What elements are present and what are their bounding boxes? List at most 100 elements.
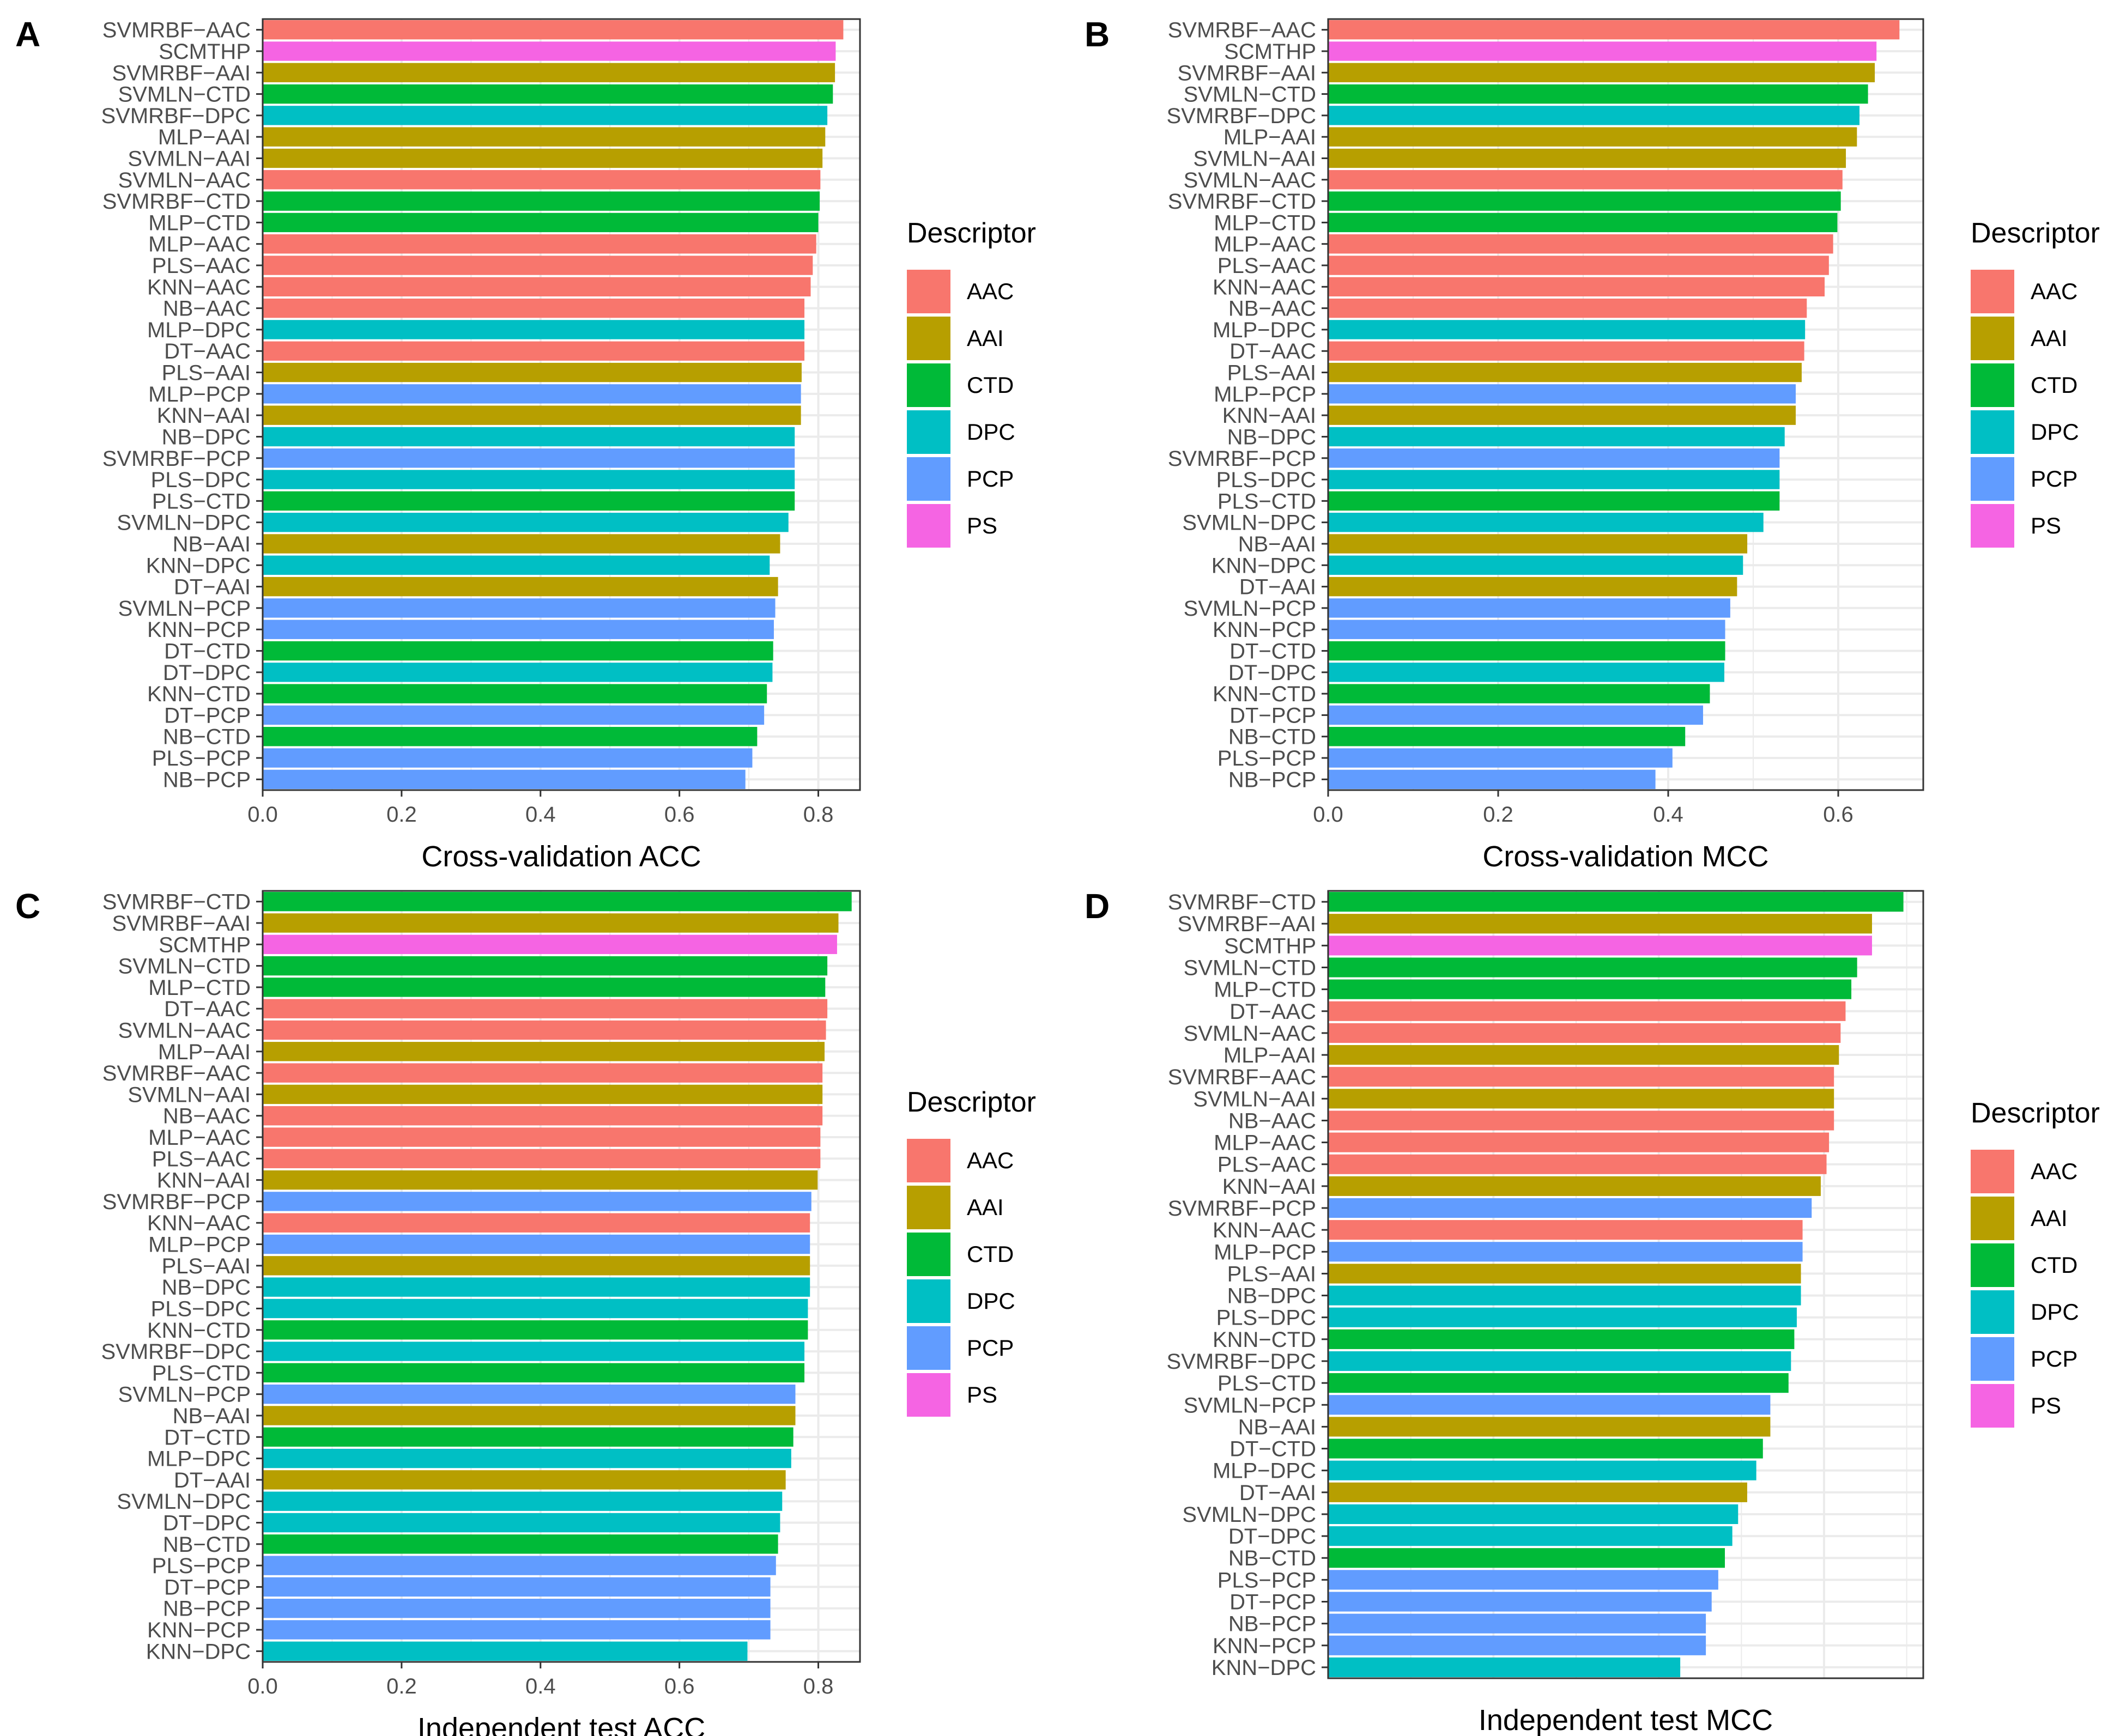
category-label: DT−CTD xyxy=(164,1425,251,1449)
category-label: NB−DPC xyxy=(162,1276,251,1300)
category-label: NB−DPC xyxy=(1227,1284,1316,1308)
category-label: SCMTHP xyxy=(159,933,251,957)
legend-label: PS xyxy=(2031,1393,2061,1418)
bar-nb-aac xyxy=(1328,298,1807,318)
category-label: NB−CTD xyxy=(163,725,251,749)
category-label: DT−CTD xyxy=(1229,640,1316,664)
category-label: SVMLN−DPC xyxy=(1182,1503,1316,1527)
bar-nb-aac xyxy=(1328,1110,1834,1131)
category-label: SVMLN−AAI xyxy=(1193,147,1316,171)
bar-pls-pcp xyxy=(1328,1570,1718,1590)
bar-pls-aai xyxy=(1328,1264,1801,1284)
bar-pls-ctd xyxy=(263,1363,805,1383)
legend-label: PCP xyxy=(967,1335,1014,1361)
bar-svmrbf-aac xyxy=(263,20,844,40)
category-label: KNN−PCP xyxy=(147,618,251,642)
legend: Descriptor AAC AAI CTD DPC PCP PS xyxy=(1971,217,2100,548)
bar-pls-aai xyxy=(263,362,802,383)
bar-mlp-aac xyxy=(1328,234,1833,254)
plot-background xyxy=(263,19,860,790)
category-label: NB−AAC xyxy=(163,297,251,321)
bar-svmln-pcp xyxy=(1328,598,1730,618)
category-label: SVMRBF−CTD xyxy=(102,890,251,914)
bar-dt-aai xyxy=(1328,576,1737,597)
category-label: SVMRBF−AAI xyxy=(112,912,251,936)
bar-scmthp xyxy=(263,41,836,61)
category-label: KNN−CTD xyxy=(147,682,251,706)
category-label: PLS−DPC xyxy=(151,468,251,492)
legend-label: PCP xyxy=(967,466,1014,491)
category-label: KNN−AAC xyxy=(147,1211,251,1235)
bar-svmln-pcp xyxy=(1328,1395,1771,1415)
category-label: DT−PCP xyxy=(1229,703,1316,727)
legend-label: AAI xyxy=(2031,325,2068,351)
bar-svmln-dpc xyxy=(1328,1504,1739,1525)
bar-svmrbf-aai xyxy=(263,63,835,82)
legend-swatch-dpc xyxy=(907,410,950,454)
legend-label: PCP xyxy=(2031,1346,2077,1371)
category-label: PLS−AAI xyxy=(162,361,251,385)
bar-pls-aac xyxy=(1328,256,1829,275)
category-label: MLP−PCP xyxy=(1214,1240,1316,1264)
legend-swatch-pcp xyxy=(1971,457,2014,501)
bar-svmln-dpc xyxy=(263,512,789,532)
bar-pls-dpc xyxy=(263,470,795,489)
bar-knn-aac xyxy=(263,277,811,297)
category-label: MLP−AAI xyxy=(1223,1043,1316,1067)
category-label: PLS−DPC xyxy=(151,1297,251,1321)
category-label: KNN−CTD xyxy=(1213,1328,1316,1352)
category-label: PLS−PCP xyxy=(152,1554,251,1578)
category-label: MLP−AAC xyxy=(1214,233,1316,257)
category-label: NB−AAC xyxy=(1228,297,1316,321)
panel-label: D xyxy=(1085,887,1110,926)
category-label: KNN−DPC xyxy=(146,1640,251,1664)
category-label: KNN−AAI xyxy=(157,404,251,428)
category-label: MLP−PCP xyxy=(148,1233,251,1257)
bar-svmln-aac xyxy=(1328,1023,1841,1043)
bar-knn-pcp xyxy=(1328,1635,1706,1655)
bar-knn-ctd xyxy=(263,684,767,703)
legend-label: AAC xyxy=(2031,278,2077,304)
category-label: MLP−AAI xyxy=(158,1040,251,1064)
bar-svmrbf-ctd xyxy=(1328,191,1841,211)
category-label: KNN−CTD xyxy=(147,1319,251,1343)
category-label: SVMLN−DPC xyxy=(117,511,251,535)
bar-dt-pcp xyxy=(1328,1592,1712,1612)
x-tick-label: 0.6 xyxy=(664,803,695,827)
bar-mlp-pcp xyxy=(1328,384,1796,404)
category-label: DT−AAC xyxy=(1229,1000,1316,1024)
bar-knn-aai xyxy=(263,1170,818,1190)
bar-svmrbf-dpc xyxy=(263,1342,805,1361)
category-label: SCMTHP xyxy=(1224,934,1316,958)
category-label: NB−CTD xyxy=(1228,1546,1316,1570)
x-tick-label: 0.2 xyxy=(386,1674,417,1698)
bar-svmln-pcp xyxy=(263,1384,796,1404)
category-label: SVMLN−PCP xyxy=(118,597,251,621)
category-label: DT−PCP xyxy=(1229,1591,1316,1614)
legend-label: DPC xyxy=(2031,1299,2079,1325)
legend-label: CTD xyxy=(2031,1252,2077,1278)
legend-label: PS xyxy=(967,513,997,538)
category-label: MLP−DPC xyxy=(147,318,251,342)
bar-mlp-pcp xyxy=(1328,1242,1803,1262)
bar-pls-aai xyxy=(263,1256,810,1276)
bar-nb-dpc xyxy=(263,1277,810,1297)
category-label: NB−PCP xyxy=(163,768,251,792)
bar-pls-aac xyxy=(1328,1154,1827,1174)
category-label: DT−AAI xyxy=(1239,575,1316,599)
bar-dt-aac xyxy=(1328,341,1804,361)
bar-svmrbf-aac xyxy=(1328,1067,1834,1087)
bar-pls-aac xyxy=(263,1149,821,1169)
category-label: SVMLN−AAC xyxy=(118,1018,251,1042)
x-tick-label: 0.6 xyxy=(664,1674,695,1698)
category-label: SVMLN−PCP xyxy=(1184,597,1316,621)
bar-nb-dpc xyxy=(1328,427,1785,447)
bar-svmln-ctd xyxy=(1328,84,1868,104)
bar-svmrbf-aac xyxy=(263,1063,823,1083)
panel-label: C xyxy=(15,887,40,926)
legend-label: PS xyxy=(2031,513,2061,538)
x-tick-label: 0.0 xyxy=(247,803,278,827)
x-tick-label: 0.4 xyxy=(525,803,556,827)
bar-svmln-ctd xyxy=(263,84,833,104)
bar-mlp-aac xyxy=(1328,1132,1830,1152)
